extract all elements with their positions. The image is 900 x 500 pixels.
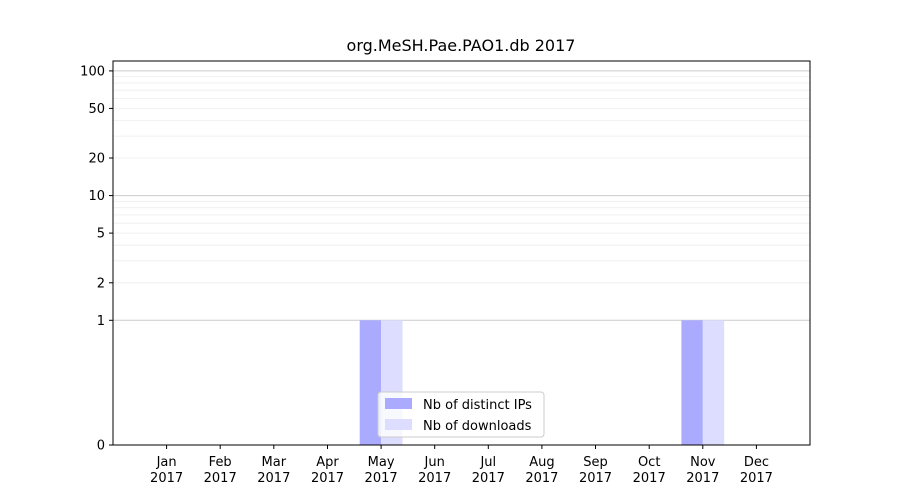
x-tick-label-month: Aug bbox=[529, 455, 554, 470]
y-tick-label: 5 bbox=[97, 227, 105, 242]
x-tick-label-year: 2017 bbox=[686, 471, 719, 486]
bar-downloads-nov bbox=[702, 320, 725, 445]
axis-layer: 0125102050100Jan2017Feb2017Mar2017Apr201… bbox=[80, 60, 811, 486]
plot-frame bbox=[112, 60, 811, 446]
chart-title: org.MeSH.Pae.PAO1.db 2017 bbox=[347, 36, 576, 55]
x-tick-label-month: Apr bbox=[316, 455, 339, 470]
x-tick-label-month: Dec bbox=[744, 455, 769, 470]
x-tick-label-month: Jan bbox=[156, 455, 177, 470]
x-tick-label-year: 2017 bbox=[579, 471, 612, 486]
x-tick-label-year: 2017 bbox=[525, 471, 558, 486]
legend: Nb of distinct IPs Nb of downloads bbox=[377, 391, 545, 438]
legend-label-downloads: Nb of downloads bbox=[423, 419, 532, 434]
grid-layer bbox=[113, 70, 810, 321]
x-tick-label-year: 2017 bbox=[365, 471, 398, 486]
x-tick-label-year: 2017 bbox=[311, 471, 344, 486]
bar-distinct-ips-may bbox=[359, 320, 382, 445]
y-tick-label: 1 bbox=[97, 314, 105, 329]
y-tick-label: 2 bbox=[97, 276, 105, 291]
x-tick-label-year: 2017 bbox=[150, 471, 183, 486]
y-tick-label: 0 bbox=[97, 439, 105, 454]
y-tick-label: 20 bbox=[88, 152, 105, 167]
x-tick-label-year: 2017 bbox=[472, 471, 505, 486]
x-tick-label-month: Oct bbox=[638, 455, 660, 470]
y-tick-label: 10 bbox=[88, 189, 105, 204]
x-tick-label-month: Nov bbox=[690, 455, 716, 470]
legend-swatch-distinct-ips bbox=[385, 398, 412, 409]
legend-box bbox=[377, 391, 545, 438]
x-tick-label-month: Jun bbox=[424, 455, 445, 470]
x-tick-label-year: 2017 bbox=[204, 471, 237, 486]
y-tick-label: 50 bbox=[88, 102, 105, 117]
x-tick-label-month: May bbox=[368, 455, 395, 470]
y-tick-label: 100 bbox=[80, 64, 105, 79]
x-tick-label-month: Feb bbox=[209, 455, 232, 470]
x-tick-label-month: Mar bbox=[262, 455, 287, 470]
x-tick-label-month: Jul bbox=[479, 455, 496, 470]
x-tick-label-year: 2017 bbox=[418, 471, 451, 486]
x-tick-label-year: 2017 bbox=[740, 471, 773, 486]
x-tick-label-year: 2017 bbox=[257, 471, 290, 486]
legend-swatch-downloads bbox=[385, 419, 412, 430]
bar-distinct-ips-nov bbox=[681, 320, 703, 445]
x-tick-label-month: Sep bbox=[583, 455, 608, 470]
legend-label-distinct-ips: Nb of distinct IPs bbox=[423, 398, 532, 413]
x-tick-label-year: 2017 bbox=[633, 471, 666, 486]
